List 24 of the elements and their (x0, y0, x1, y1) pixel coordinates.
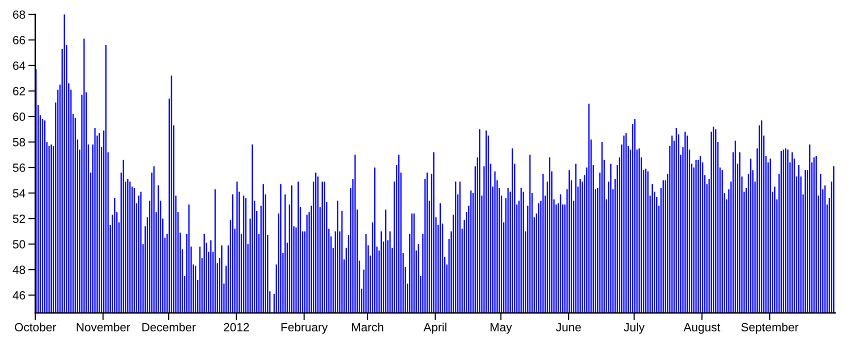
x-tick-label: April (424, 322, 446, 334)
x-tick-label: May (490, 323, 512, 334)
y-tick-label: 48 (12, 266, 26, 274)
x-tick-label: September (741, 322, 798, 334)
y-tick-label: 60 (13, 112, 26, 121)
x-tick-label: February (282, 322, 328, 334)
y-tick-label: 62 (13, 87, 26, 96)
x-tick-label: June (556, 323, 581, 332)
x-tick-label: October (14, 322, 56, 332)
x-tick-label: July (624, 322, 645, 334)
x-tick-label: August (684, 323, 720, 334)
x-tick-label: 2012 (224, 323, 249, 332)
y-tick-label: 46 (12, 291, 26, 300)
y-tick-label: 64 (13, 61, 26, 70)
y-tick-label: 56 (12, 164, 26, 172)
x-tick-label: November (76, 322, 130, 332)
x-tick-label: March (352, 322, 384, 332)
x-tick-label: December (142, 322, 196, 332)
y-tick-label: 66 (13, 36, 26, 44)
y-tick-label: 58 (12, 138, 26, 146)
y-tick-label: 52 (12, 214, 26, 223)
y-tick-label: 50 (12, 240, 26, 248)
y-tick-label: 68 (13, 10, 26, 19)
y-tick-label: 54 (12, 189, 26, 198)
